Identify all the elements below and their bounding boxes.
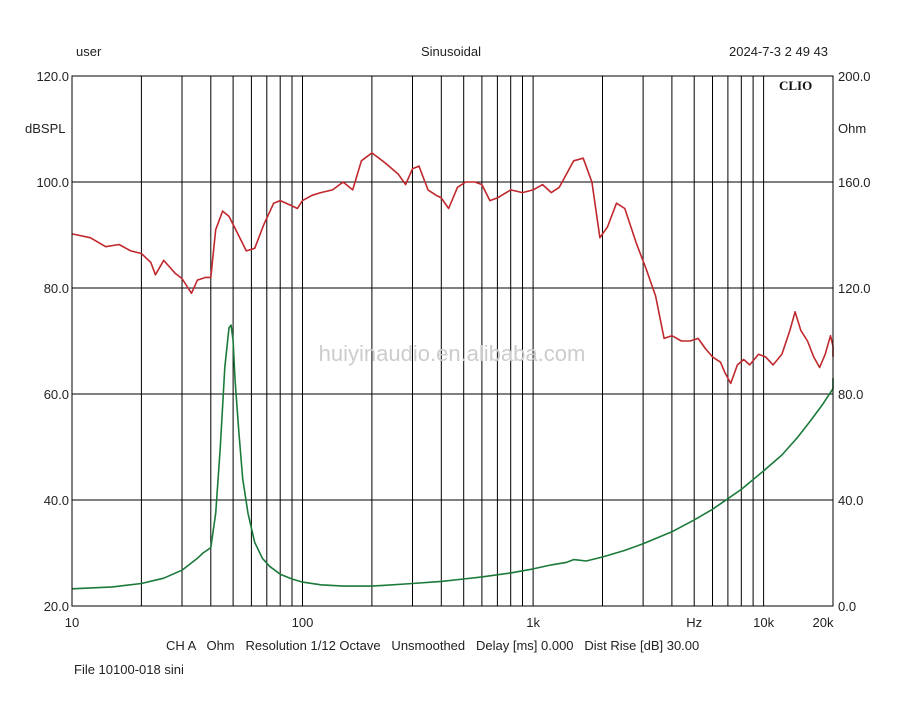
x-tick-label: 100 bbox=[292, 615, 314, 630]
brand-box bbox=[772, 77, 830, 94]
y-right-tick-label: 160.0 bbox=[838, 175, 871, 190]
file-name: File 10100-018 sini bbox=[74, 662, 184, 677]
x-tick-label: Hz bbox=[686, 615, 702, 630]
right-unit-label: Ohm bbox=[838, 121, 866, 136]
y-left-tick-label: 120.0 bbox=[36, 69, 69, 84]
series-layer bbox=[71, 152, 834, 590]
y-right-tick-label: 200.0 bbox=[838, 69, 871, 84]
y-left-tick-label: 40.0 bbox=[44, 493, 69, 508]
left-unit-label: dBSPL bbox=[25, 121, 65, 136]
header-user: user bbox=[76, 44, 102, 59]
y-left-tick-label: 20.0 bbox=[44, 599, 69, 614]
x-tick-label: 10 bbox=[65, 615, 79, 630]
y-right-tick-label: 40.0 bbox=[838, 493, 863, 508]
x-tick-label: 1k bbox=[526, 615, 540, 630]
measurement-settings: CH A Ohm Resolution 1/12 Octave Unsmooth… bbox=[166, 638, 700, 653]
y-left-tick-label: 80.0 bbox=[44, 281, 69, 296]
x-tick-label: 10k bbox=[753, 615, 774, 630]
x-tick-label: 20k bbox=[813, 615, 834, 630]
frequency-response-chart: huiyinaudio.en.alibaba.com CLIO dBSPL Oh… bbox=[25, 69, 871, 630]
y-right-tick-label: 80.0 bbox=[838, 387, 863, 402]
tick-labels: 120.0100.080.060.040.020.0200.0160.0120.… bbox=[36, 69, 870, 630]
y-right-tick-label: 0.0 bbox=[838, 599, 856, 614]
watermark: huiyinaudio.en.alibaba.com bbox=[319, 341, 586, 366]
header-mode: Sinusoidal bbox=[421, 44, 481, 59]
plot-frame bbox=[71, 75, 834, 607]
y-left-tick-label: 60.0 bbox=[44, 387, 69, 402]
y-right-tick-label: 120.0 bbox=[838, 281, 871, 296]
spl-curve bbox=[71, 152, 834, 385]
brand-logo: CLIO bbox=[779, 78, 812, 93]
y-left-tick-label: 100.0 bbox=[36, 175, 69, 190]
impedance-curve bbox=[71, 324, 834, 590]
header-datetime: 2024-7-3 2 49 43 bbox=[729, 44, 829, 59]
